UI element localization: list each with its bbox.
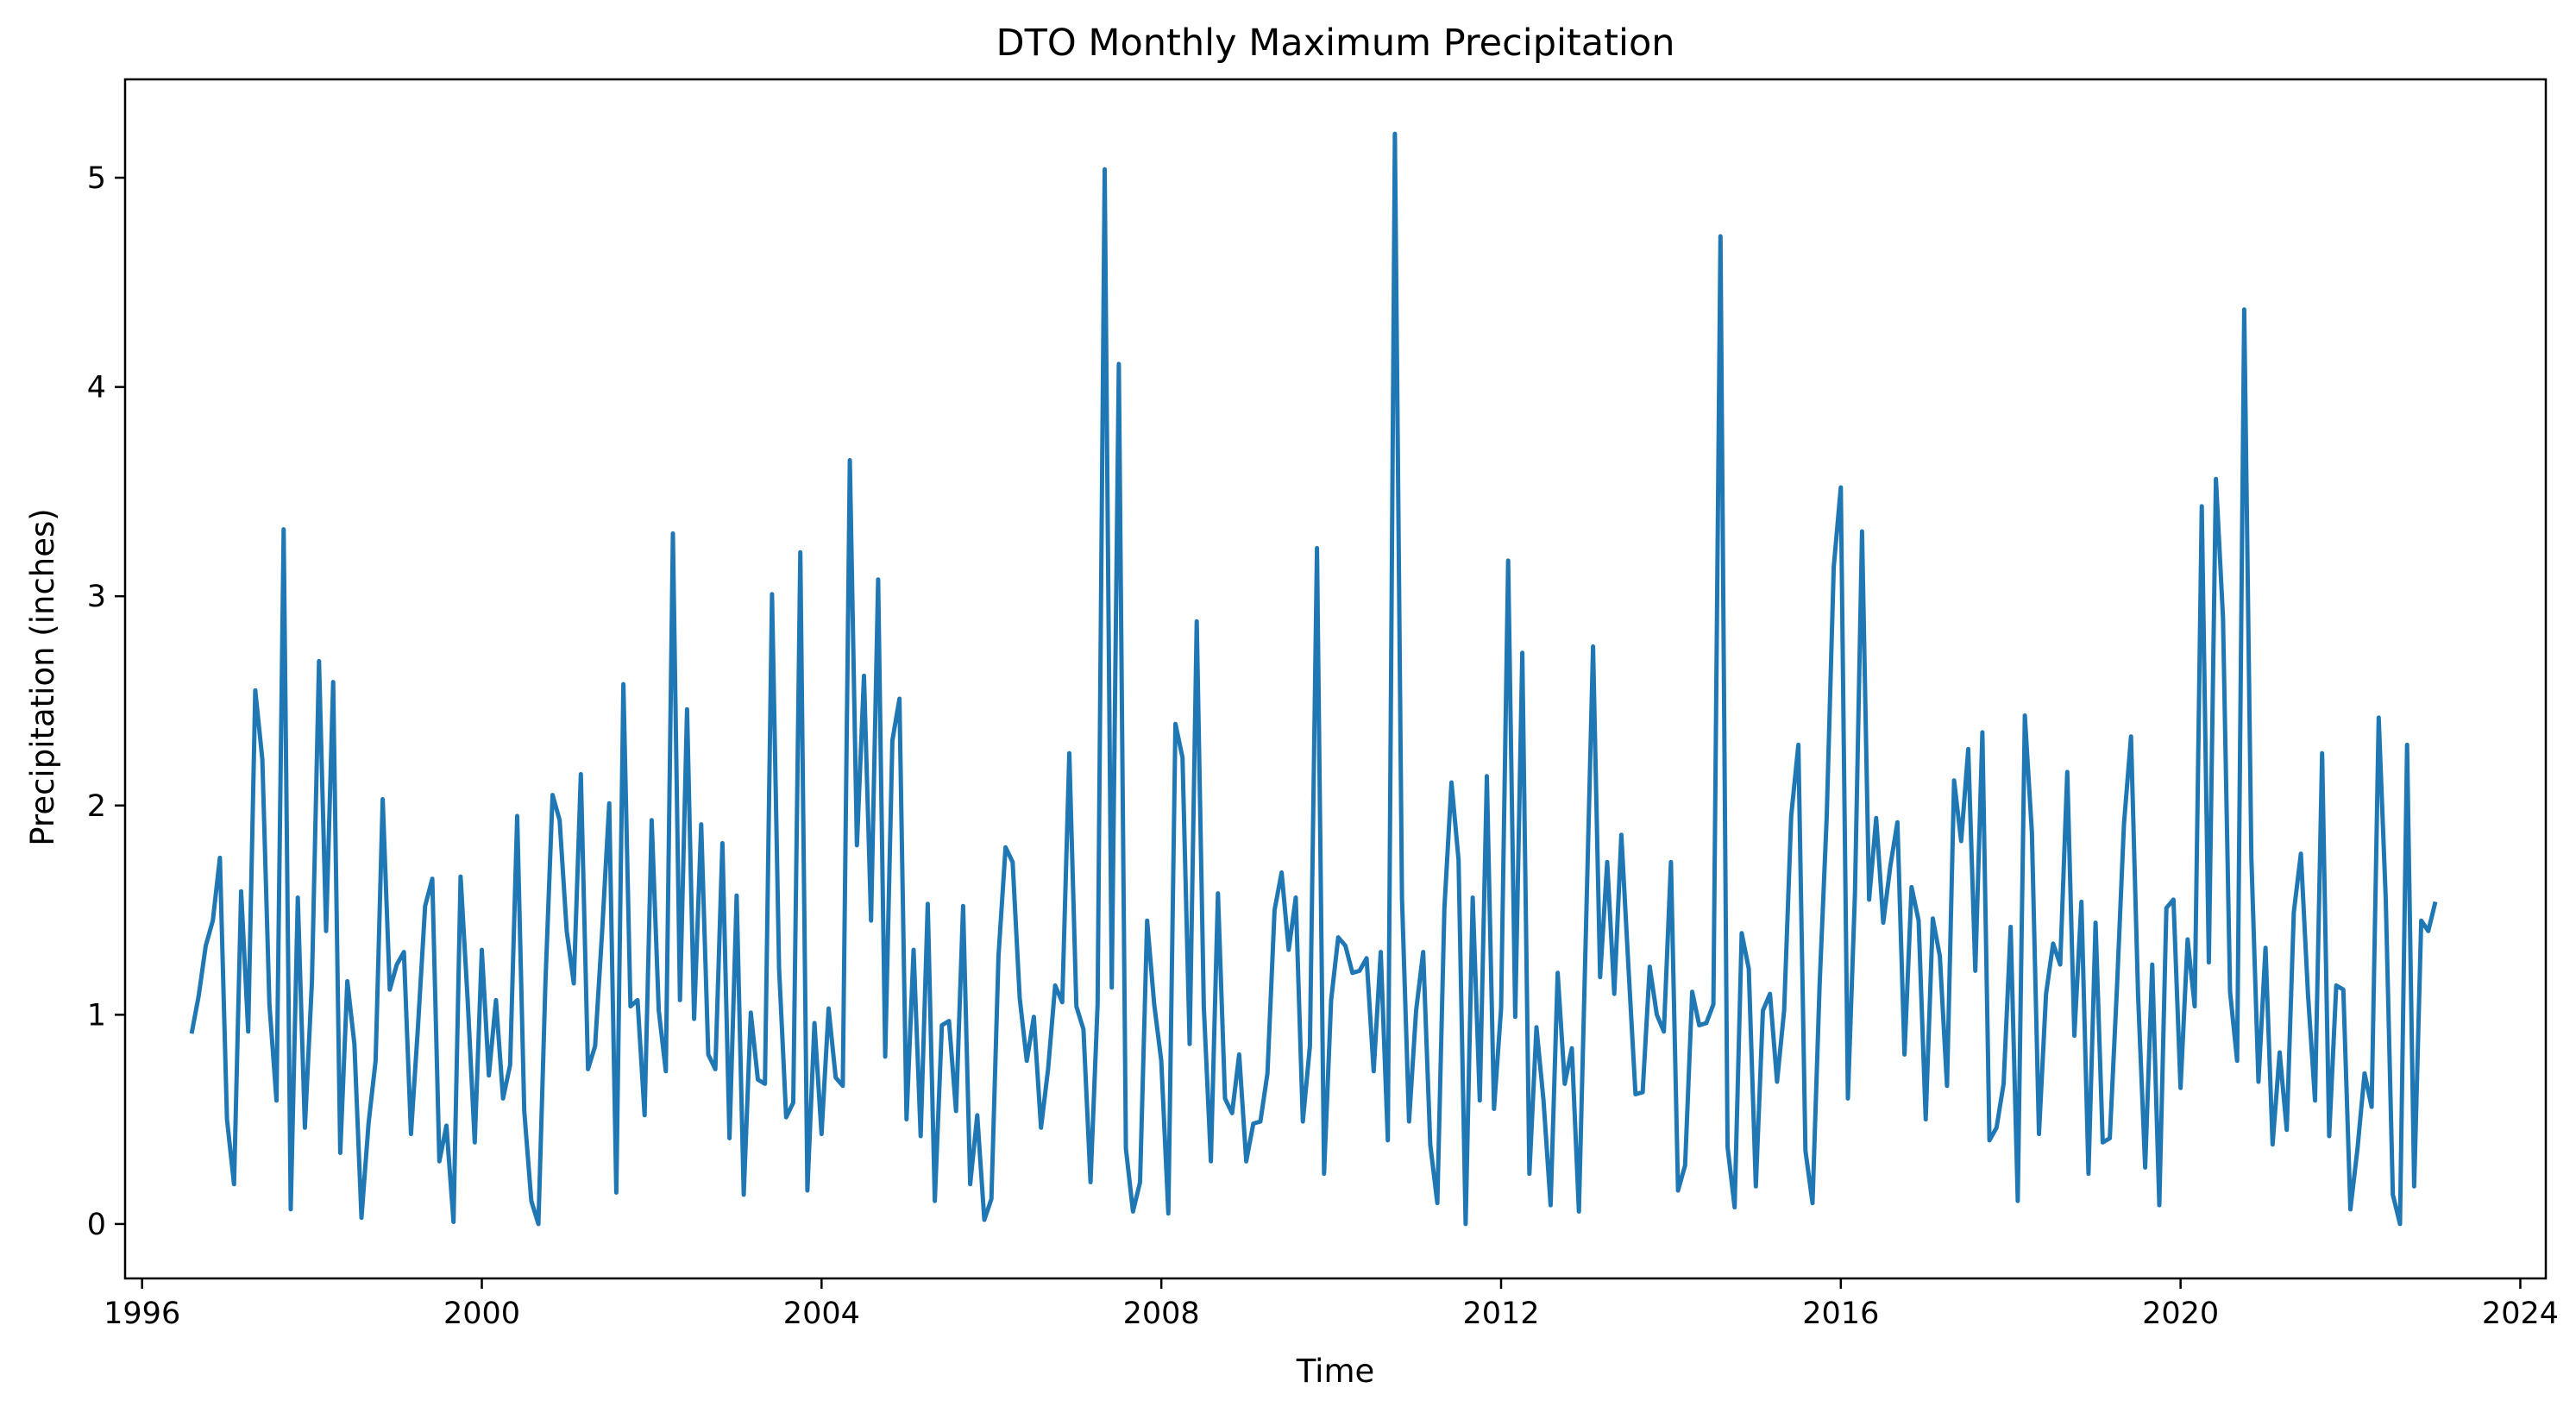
y-tick-label: 1 [87,998,106,1033]
precipitation-line [189,131,2438,1227]
x-tick-label: 2008 [1123,1297,1200,1331]
x-tick-label: 2020 [2142,1297,2219,1331]
y-axis-label: Precipitation (inches) [24,508,61,845]
x-tick-label: 2012 [1462,1297,1539,1331]
y-tick-label: 2 [87,789,106,824]
y-tick-label: 0 [87,1208,106,1242]
plot-frame [123,78,2548,1280]
y-axis-ticks: 0 1 2 3 4 5 [87,161,125,1242]
x-tick-label: 1996 [104,1297,180,1331]
x-tick-label: 2024 [2482,1297,2559,1331]
y-tick-label: 4 [87,371,106,405]
y-tick-label: 3 [87,580,106,614]
y-tick-label: 5 [87,161,106,196]
chart-title: DTO Monthly Maximum Precipitation [996,22,1674,65]
x-tick-label: 2016 [1802,1297,1879,1331]
x-axis-label: Time [1296,1353,1375,1390]
x-axis-ticks: 1996 2000 2004 2008 2012 2016 2020 2024 [104,1278,2559,1331]
x-tick-label: 2000 [443,1297,520,1331]
x-tick-label: 2004 [783,1297,860,1331]
